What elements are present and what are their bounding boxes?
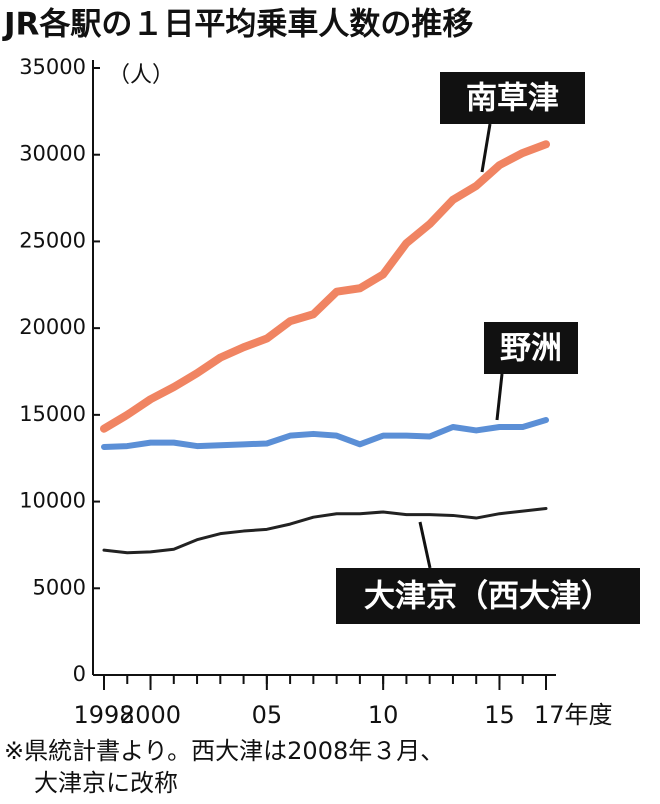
x-tick-label: 2000 [120, 701, 181, 729]
legend-label: 大津京（西大津） [364, 579, 612, 615]
x-tick-label: 05 [252, 701, 283, 729]
series-line [102, 507, 548, 555]
callout-pointer [418, 521, 432, 569]
note: ※県統計書より。西大津は2008年３月、 [4, 737, 444, 765]
legend-box [440, 72, 585, 124]
x-tick-label: 1998 [73, 701, 134, 729]
series-line [100, 140, 550, 433]
legend-label: 南草津 [466, 81, 559, 117]
y-tick-label: 25000 [19, 228, 86, 252]
y-tick-label: 15000 [19, 402, 86, 426]
x-tick-label: 10 [368, 701, 399, 729]
note: 大津京に改称 [34, 769, 178, 797]
y-tick-label: 5000 [33, 575, 86, 599]
series-line [101, 417, 549, 450]
y-tick-label: 10000 [19, 489, 86, 513]
callout-pointer [480, 123, 492, 173]
y-tick-label: 20000 [19, 315, 86, 339]
legend-label: 野洲 [500, 331, 562, 367]
callout-pointer [495, 373, 504, 421]
x-tick-label: 15 [484, 701, 515, 729]
x-tick-label: 17年度 [534, 701, 613, 729]
y-tick-label: 35000 [19, 55, 86, 79]
y-tick-label: 0 [73, 662, 86, 686]
y-tick-label: 30000 [19, 142, 86, 166]
legend-box [336, 568, 640, 624]
unit-label: （人） [108, 63, 174, 88]
chart-title: JR各駅の１日平均乗車人数の推移 [2, 7, 473, 43]
legend-box [484, 322, 578, 374]
